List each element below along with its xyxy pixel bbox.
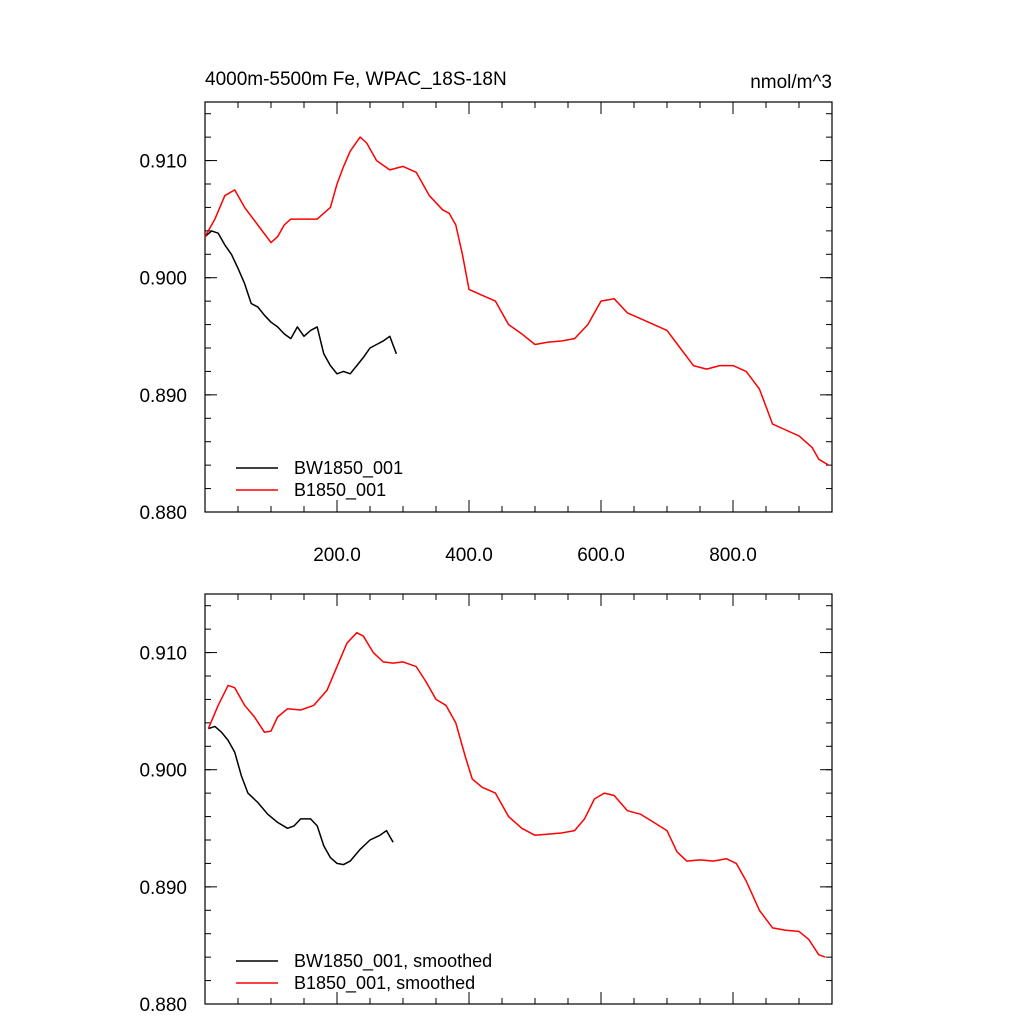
bottom-series-group (207, 631, 826, 958)
top-legend-label-b1850: B1850_001 (294, 480, 386, 501)
bottom-series-line-b1850-001-smoothed (207, 631, 826, 958)
top-panel: 4000m-5500m Fe, WPAC_18S-18N nmol/m^3 0.… (139, 69, 833, 566)
bottom-plot-frame (204, 593, 833, 1005)
bottom-y-tick-label: 0.880 (139, 995, 187, 1016)
bottom-legend-label-b1850: B1850_001, smoothed (294, 973, 475, 994)
bottom-legend-label-bw1850: BW1850_001, smoothed (294, 951, 492, 972)
bottom-legend: BW1850_001, smoothed B1850_001, smoothed (236, 951, 492, 994)
top-plot-frame (204, 101, 833, 513)
bottom-y-tick-label: 0.900 (139, 761, 187, 782)
top-chart-units: nmol/m^3 (750, 72, 832, 93)
top-x-tick-label: 600.0 (577, 545, 625, 566)
bottom-panel: 0.880 0.890 0.900 0.910 BW1850_001, smoothe… (139, 593, 833, 1016)
top-legend: BW1850_001 B1850_001 (236, 458, 403, 501)
top-legend-label-bw1850: BW1850_001 (294, 458, 403, 479)
bottom-y-tick-label: 0.890 (139, 878, 187, 899)
top-x-tick-label: 200.0 (313, 545, 361, 566)
top-x-tick-label: 800.0 (709, 545, 757, 566)
top-axis-ticks: 0.880 0.890 0.900 0.910 200.0 400.0 600.0 800.0 (139, 102, 832, 566)
top-series-line-bw1850-001 (204, 230, 398, 375)
top-y-tick-label: 0.890 (139, 386, 187, 407)
top-series-group (204, 136, 830, 466)
top-y-tick-label: 0.910 (139, 152, 187, 173)
top-series-line-b1850-001 (204, 136, 830, 466)
top-chart-title: 4000m-5500m Fe, WPAC_18S-18N (205, 69, 507, 90)
bottom-series-line-bw1850-001-smoothed (208, 725, 394, 866)
bottom-y-tick-label: 0.910 (139, 644, 187, 665)
top-y-tick-label: 0.900 (139, 269, 187, 290)
top-y-tick-label: 0.880 (139, 503, 187, 524)
top-x-tick-label: 400.0 (445, 545, 493, 566)
bottom-axis-ticks: 0.880 0.890 0.900 0.910 (139, 594, 832, 1016)
